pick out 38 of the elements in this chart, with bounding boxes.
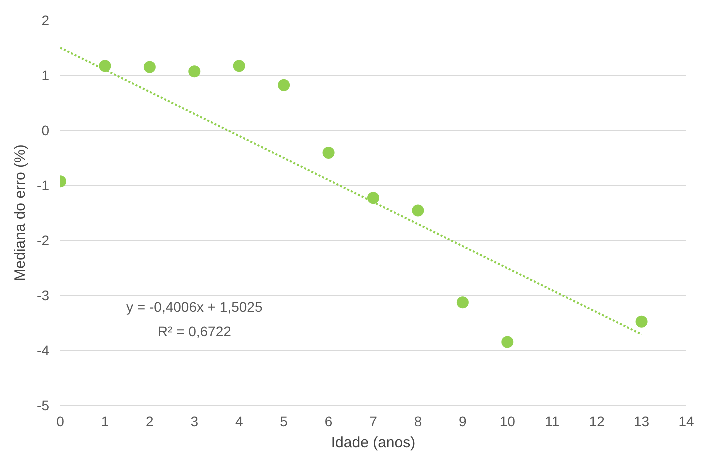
point bbox=[636, 316, 648, 328]
y-tick-label: -1 bbox=[37, 178, 50, 194]
x-tick-label: 12 bbox=[589, 414, 606, 430]
y-tick-label: -4 bbox=[37, 342, 50, 358]
point bbox=[322, 147, 335, 160]
y-tick-label: 2 bbox=[42, 12, 50, 28]
x-tick-label: 13 bbox=[634, 414, 650, 430]
point bbox=[144, 61, 156, 74]
y-tick-label: -3 bbox=[37, 288, 50, 304]
x-tick-label: 6 bbox=[324, 414, 333, 430]
x-tick-label: 2 bbox=[146, 414, 154, 430]
x-tick-label: 1 bbox=[101, 414, 110, 430]
y-tick-label: 0 bbox=[42, 122, 50, 138]
point bbox=[278, 79, 290, 92]
y-tick-label: 1 bbox=[42, 68, 50, 84]
point bbox=[456, 296, 469, 309]
x-tick-label: 10 bbox=[500, 414, 516, 430]
x-tick-label: 8 bbox=[414, 414, 422, 430]
x-tick-label: 9 bbox=[459, 414, 468, 430]
x-tick-label: 14 bbox=[678, 414, 694, 430]
y-tick-label: -2 bbox=[37, 232, 50, 248]
x-tick-label: 4 bbox=[235, 414, 244, 430]
x-tick-label: 3 bbox=[190, 414, 199, 430]
y-tick-label: -5 bbox=[37, 398, 50, 414]
point bbox=[502, 336, 514, 348]
point bbox=[368, 192, 380, 204]
y-axis-title: Mediana do erro (%) bbox=[12, 144, 30, 282]
annotation: R² = 0,6722 bbox=[158, 324, 232, 340]
x-tick-label: 11 bbox=[545, 414, 560, 430]
x-tick-label: 0 bbox=[56, 414, 65, 430]
x-tick-label: 5 bbox=[280, 414, 288, 430]
point bbox=[188, 66, 201, 78]
x-axis-title: Idade (anos) bbox=[331, 434, 416, 452]
point bbox=[412, 204, 424, 217]
x-tick-label: 7 bbox=[370, 414, 378, 430]
point bbox=[233, 60, 246, 72]
annotation: y = -0,4006x + 1,5025 bbox=[126, 298, 263, 315]
point bbox=[99, 60, 112, 72]
